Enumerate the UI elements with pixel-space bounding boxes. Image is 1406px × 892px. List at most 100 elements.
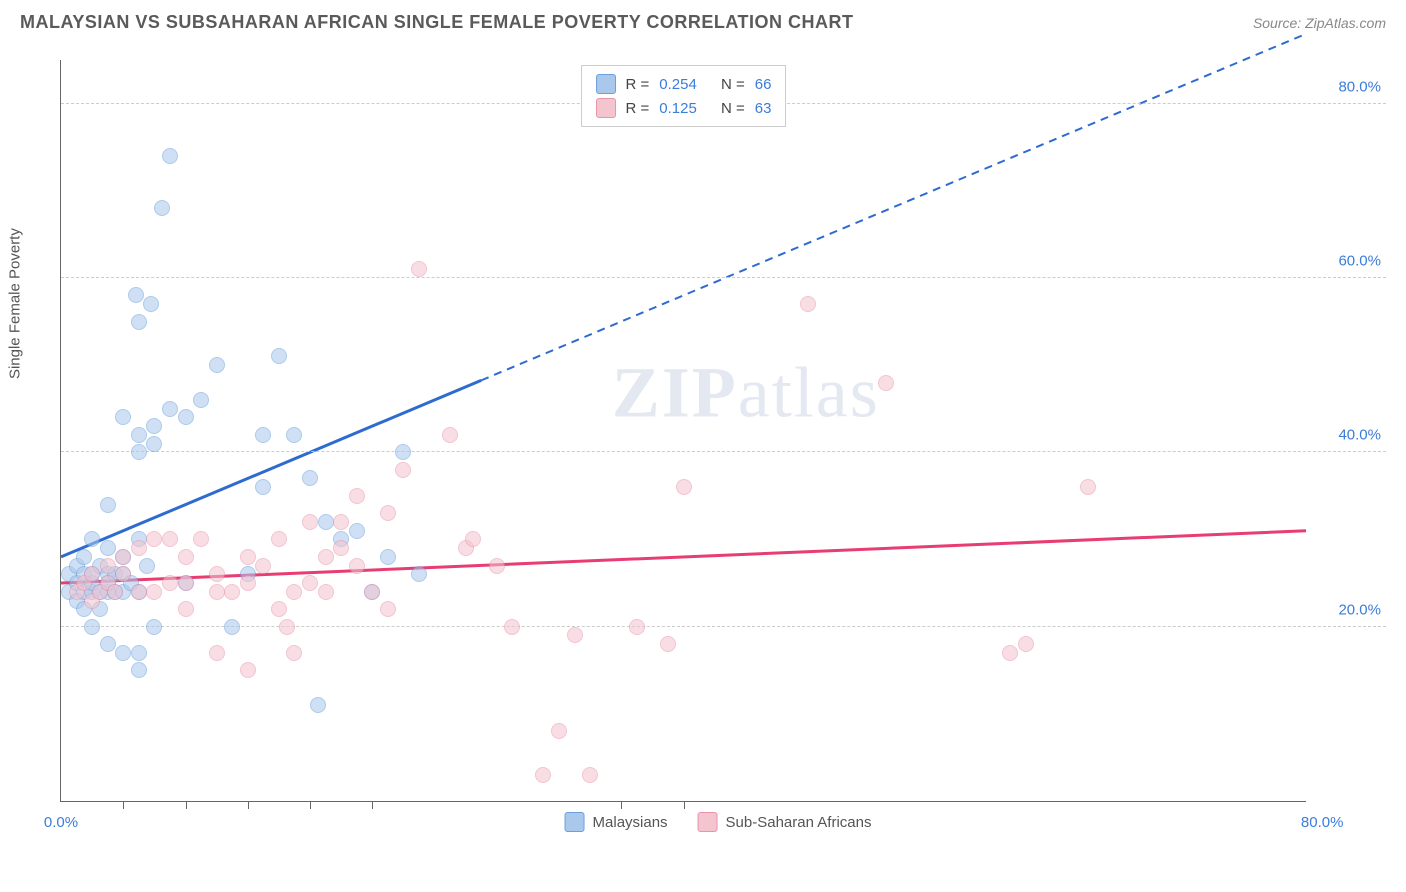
swatch-malaysians [596, 74, 616, 94]
scatter-point [380, 549, 396, 565]
scatter-point [310, 697, 326, 713]
scatter-point [286, 645, 302, 661]
swatch-subsaharan [596, 98, 616, 118]
scatter-point [84, 531, 100, 547]
scatter-point [442, 427, 458, 443]
scatter-point [349, 488, 365, 504]
scatter-point [146, 436, 162, 452]
scatter-point [271, 531, 287, 547]
scatter-point [582, 767, 598, 783]
scatter-point [115, 549, 131, 565]
scatter-point [209, 357, 225, 373]
scatter-point [318, 549, 334, 565]
x-tick [186, 801, 187, 809]
scatter-point [209, 584, 225, 600]
scatter-point [178, 601, 194, 617]
scatter-point [146, 531, 162, 547]
scatter-point [146, 619, 162, 635]
scatter-point [128, 287, 144, 303]
legend-item-subsaharan: Sub-Saharan Africans [698, 812, 872, 832]
scatter-point [380, 505, 396, 521]
scatter-point [143, 296, 159, 312]
y-axis-label: Single Female Poverty [7, 228, 24, 379]
legend-row-subsaharan: R = 0.125 N = 63 [596, 96, 772, 120]
y-tick-label: 40.0% [1338, 427, 1381, 444]
scatter-point [660, 636, 676, 652]
scatter-point [395, 462, 411, 478]
scatter-point [286, 584, 302, 600]
scatter-point [178, 409, 194, 425]
scatter-point [240, 575, 256, 591]
scatter-point [411, 566, 427, 582]
scatter-point [302, 514, 318, 530]
scatter-point [131, 662, 147, 678]
scatter-point [255, 427, 271, 443]
scatter-point [224, 584, 240, 600]
scatter-point [162, 531, 178, 547]
scatter-point [131, 540, 147, 556]
scatter-point [100, 540, 116, 556]
legend-stats: R = 0.254 N = 66 R = 0.125 N = 63 [581, 65, 787, 127]
gridline [61, 277, 1386, 278]
scatter-point [302, 470, 318, 486]
scatter-point [1018, 636, 1034, 652]
scatter-point [1080, 479, 1096, 495]
scatter-point [115, 645, 131, 661]
scatter-point [676, 479, 692, 495]
gridline [61, 626, 1386, 627]
scatter-point [279, 619, 295, 635]
x-max-label: 80.0% [1301, 814, 1344, 831]
scatter-point [349, 523, 365, 539]
chart-container: Single Female Poverty ZIPatlas R = 0.254… [50, 50, 1386, 842]
x-tick [310, 801, 311, 809]
legend-series: Malaysians Sub-Saharan Africans [565, 812, 872, 832]
scatter-point [395, 444, 411, 460]
scatter-point [878, 375, 894, 391]
x-tick [684, 801, 685, 809]
scatter-point [333, 514, 349, 530]
scatter-point [271, 601, 287, 617]
scatter-point [146, 584, 162, 600]
legend-row-malaysians: R = 0.254 N = 66 [596, 72, 772, 96]
scatter-point [115, 566, 131, 582]
scatter-point [302, 575, 318, 591]
scatter-point [1002, 645, 1018, 661]
y-tick-label: 60.0% [1338, 252, 1381, 269]
x-tick [123, 801, 124, 809]
plot-area: ZIPatlas R = 0.254 N = 66 R = 0.125 N = … [60, 60, 1306, 802]
swatch-subsaharan-icon [698, 812, 718, 832]
scatter-point [240, 549, 256, 565]
scatter-point [76, 549, 92, 565]
scatter-point [411, 261, 427, 277]
scatter-point [333, 540, 349, 556]
scatter-point [178, 549, 194, 565]
x-tick [248, 801, 249, 809]
scatter-point [224, 619, 240, 635]
scatter-point [255, 558, 271, 574]
scatter-point [100, 497, 116, 513]
scatter-point [489, 558, 505, 574]
scatter-point [162, 401, 178, 417]
scatter-point [84, 619, 100, 635]
legend-item-malaysians: Malaysians [565, 812, 668, 832]
x-origin-label: 0.0% [44, 814, 78, 831]
scatter-point [100, 636, 116, 652]
scatter-point [131, 645, 147, 661]
scatter-point [162, 575, 178, 591]
gridline [61, 451, 1386, 452]
scatter-point [349, 558, 365, 574]
source-attribution: Source: ZipAtlas.com [1253, 15, 1386, 31]
x-tick [621, 801, 622, 809]
scatter-point [209, 645, 225, 661]
scatter-point [286, 427, 302, 443]
scatter-point [131, 444, 147, 460]
scatter-point [318, 514, 334, 530]
y-tick-label: 80.0% [1338, 78, 1381, 95]
scatter-point [318, 584, 334, 600]
scatter-point [131, 314, 147, 330]
scatter-point [154, 200, 170, 216]
scatter-point [193, 392, 209, 408]
scatter-point [271, 348, 287, 364]
scatter-point [107, 584, 123, 600]
scatter-point [178, 575, 194, 591]
